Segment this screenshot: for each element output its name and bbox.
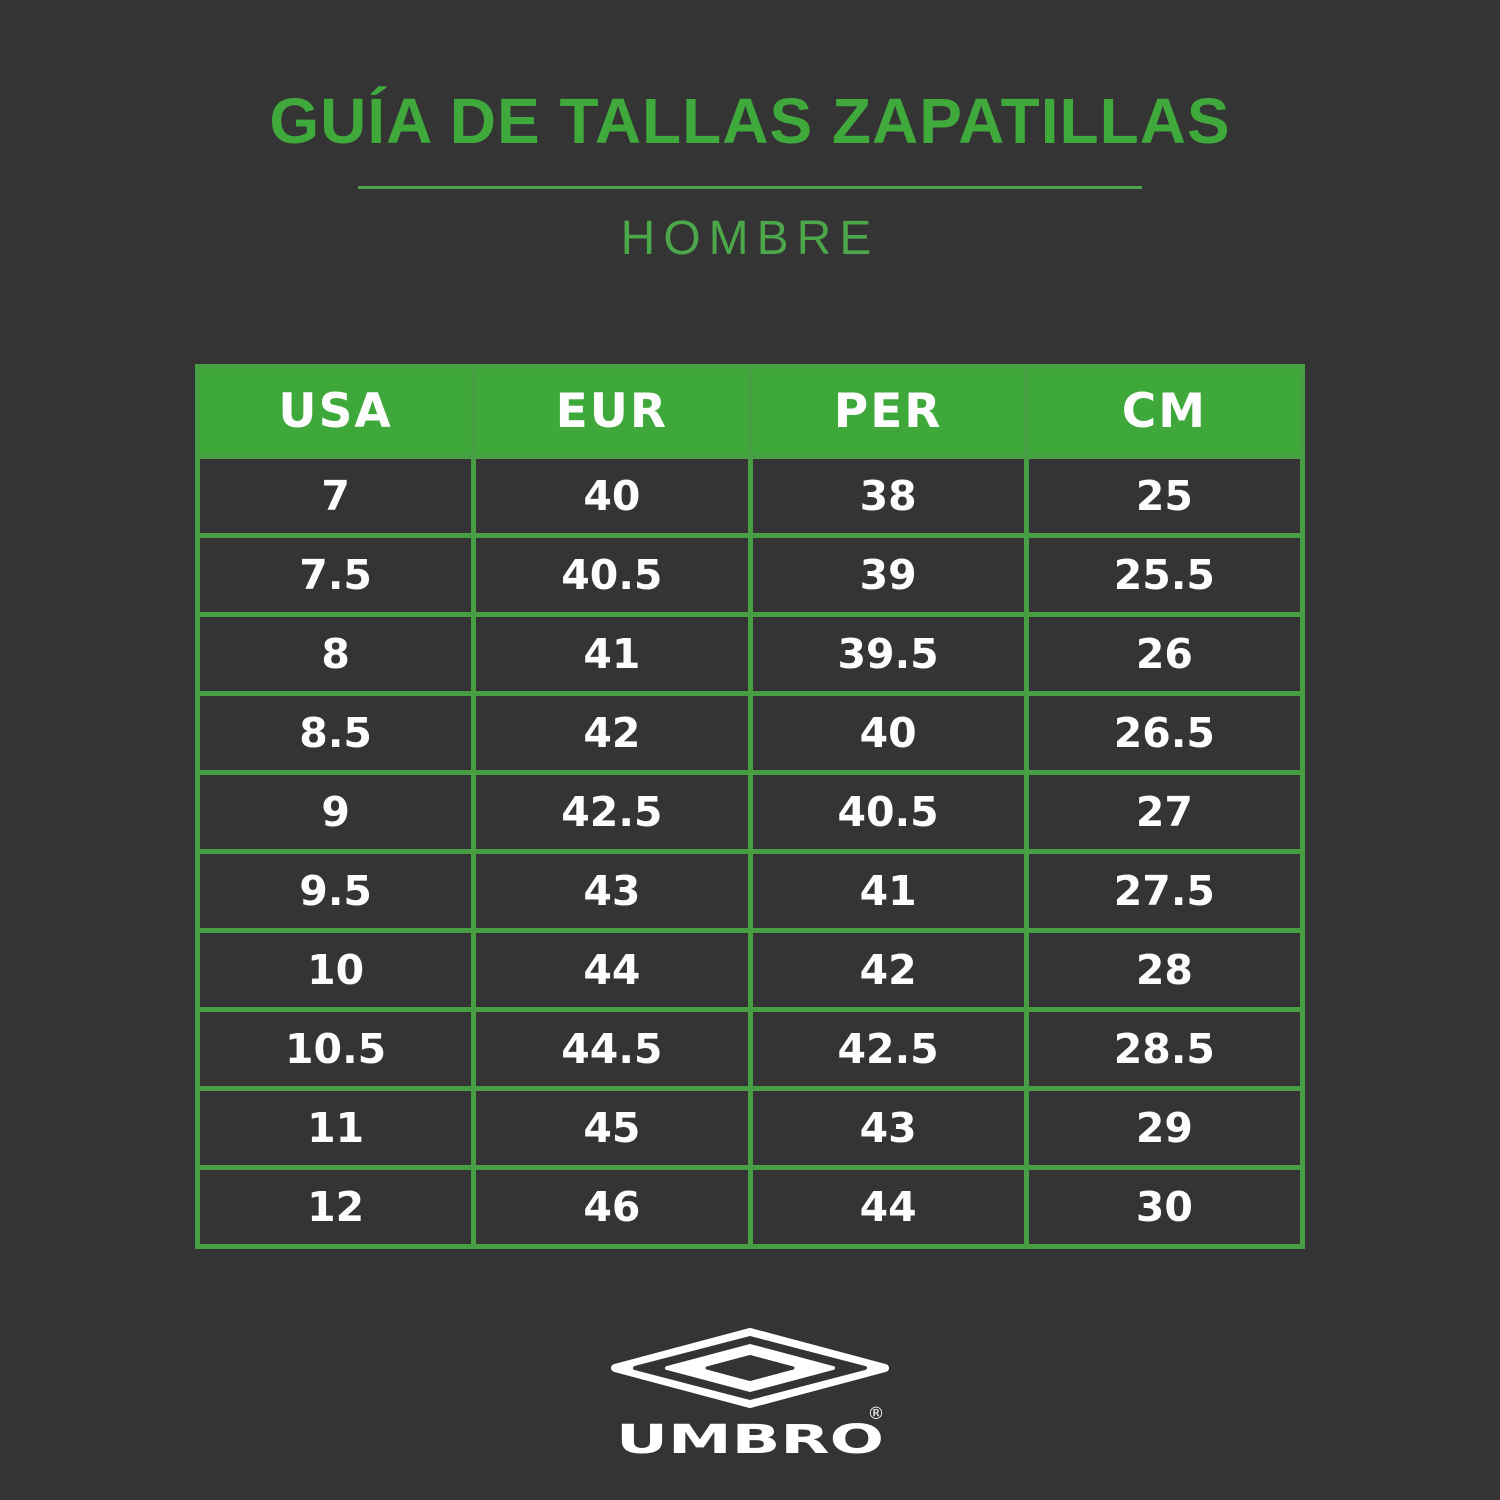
size-cell: 27.5 (1023, 849, 1306, 933)
size-cell: 41 (747, 849, 1029, 933)
table-row: 7 40 38 25 (194, 454, 1306, 538)
size-cell: 45 (471, 1086, 753, 1170)
title-underline (358, 186, 1142, 189)
size-cell: 43 (747, 1086, 1029, 1170)
size-cell: 38 (747, 454, 1029, 538)
umbro-double-diamond-icon (611, 1328, 889, 1408)
size-cell: 44.5 (471, 1007, 753, 1091)
size-cell: 39.5 (747, 612, 1029, 696)
registered-trademark-symbol: ® (868, 1404, 885, 1424)
size-cell: 10 (194, 928, 477, 1012)
size-cell: 40.5 (471, 533, 753, 617)
size-cell: 26 (1023, 612, 1306, 696)
brand-wordmark: UMBRO (616, 1417, 884, 1463)
size-cell: 41 (471, 612, 753, 696)
size-cell: 40.5 (747, 770, 1029, 854)
size-cell: 7 (194, 454, 477, 538)
page-subtitle: HOMBRE (620, 212, 880, 265)
table-row: 11 45 43 29 (194, 1086, 1306, 1170)
size-cell: 39 (747, 533, 1029, 617)
umbro-logo: ® UMBRO (611, 1328, 889, 1463)
size-cell: 29 (1023, 1086, 1306, 1170)
size-cell: 42.5 (747, 1007, 1029, 1091)
column-header-cm: CM (1023, 364, 1306, 459)
size-cell: 42.5 (471, 770, 753, 854)
table-row: 12 46 44 30 (194, 1165, 1306, 1249)
size-cell: 8 (194, 612, 477, 696)
size-cell: 40 (747, 691, 1029, 775)
size-cell: 42 (747, 928, 1029, 1012)
table-row: 8 41 39.5 26 (194, 612, 1306, 696)
table-row: 9.5 43 41 27.5 (194, 849, 1306, 933)
size-table: USA EUR PER CM 7 40 38 25 7.5 40.5 39 25.5 8 41 39… (194, 364, 1306, 1249)
table-row: 10 44 42 28 (194, 928, 1306, 1012)
size-cell: 27 (1023, 770, 1306, 854)
size-cell: 44 (747, 1165, 1029, 1249)
size-cell: 30 (1023, 1165, 1306, 1249)
size-cell: 44 (471, 928, 753, 1012)
size-cell: 46 (471, 1165, 753, 1249)
table-row: 10.5 44.5 42.5 28.5 (194, 1007, 1306, 1091)
size-cell: 42 (471, 691, 753, 775)
table-row: 7.5 40.5 39 25.5 (194, 533, 1306, 617)
column-header-per: PER (747, 364, 1029, 459)
size-cell: 25 (1023, 454, 1306, 538)
size-cell: 25.5 (1023, 533, 1306, 617)
table-row: 8.5 42 40 26.5 (194, 691, 1306, 775)
size-cell: 8.5 (194, 691, 477, 775)
table-row: 9 42.5 40.5 27 (194, 770, 1306, 854)
table-header-row: USA EUR PER CM (194, 364, 1306, 459)
size-cell: 26.5 (1023, 691, 1306, 775)
size-cell: 12 (194, 1165, 477, 1249)
size-cell: 9 (194, 770, 477, 854)
size-cell: 9.5 (194, 849, 477, 933)
size-cell: 10.5 (194, 1007, 477, 1091)
size-cell: 43 (471, 849, 753, 933)
size-cell: 28.5 (1023, 1007, 1306, 1091)
size-cell: 11 (194, 1086, 477, 1170)
column-header-eur: EUR (471, 364, 753, 459)
page-title: GUÍA DE TALLAS ZAPATILLAS (269, 85, 1231, 157)
size-cell: 40 (471, 454, 753, 538)
size-cell: 7.5 (194, 533, 477, 617)
brand-footer: ® UMBRO (0, 1327, 1500, 1471)
column-header-usa: USA (194, 364, 477, 459)
size-cell: 28 (1023, 928, 1306, 1012)
